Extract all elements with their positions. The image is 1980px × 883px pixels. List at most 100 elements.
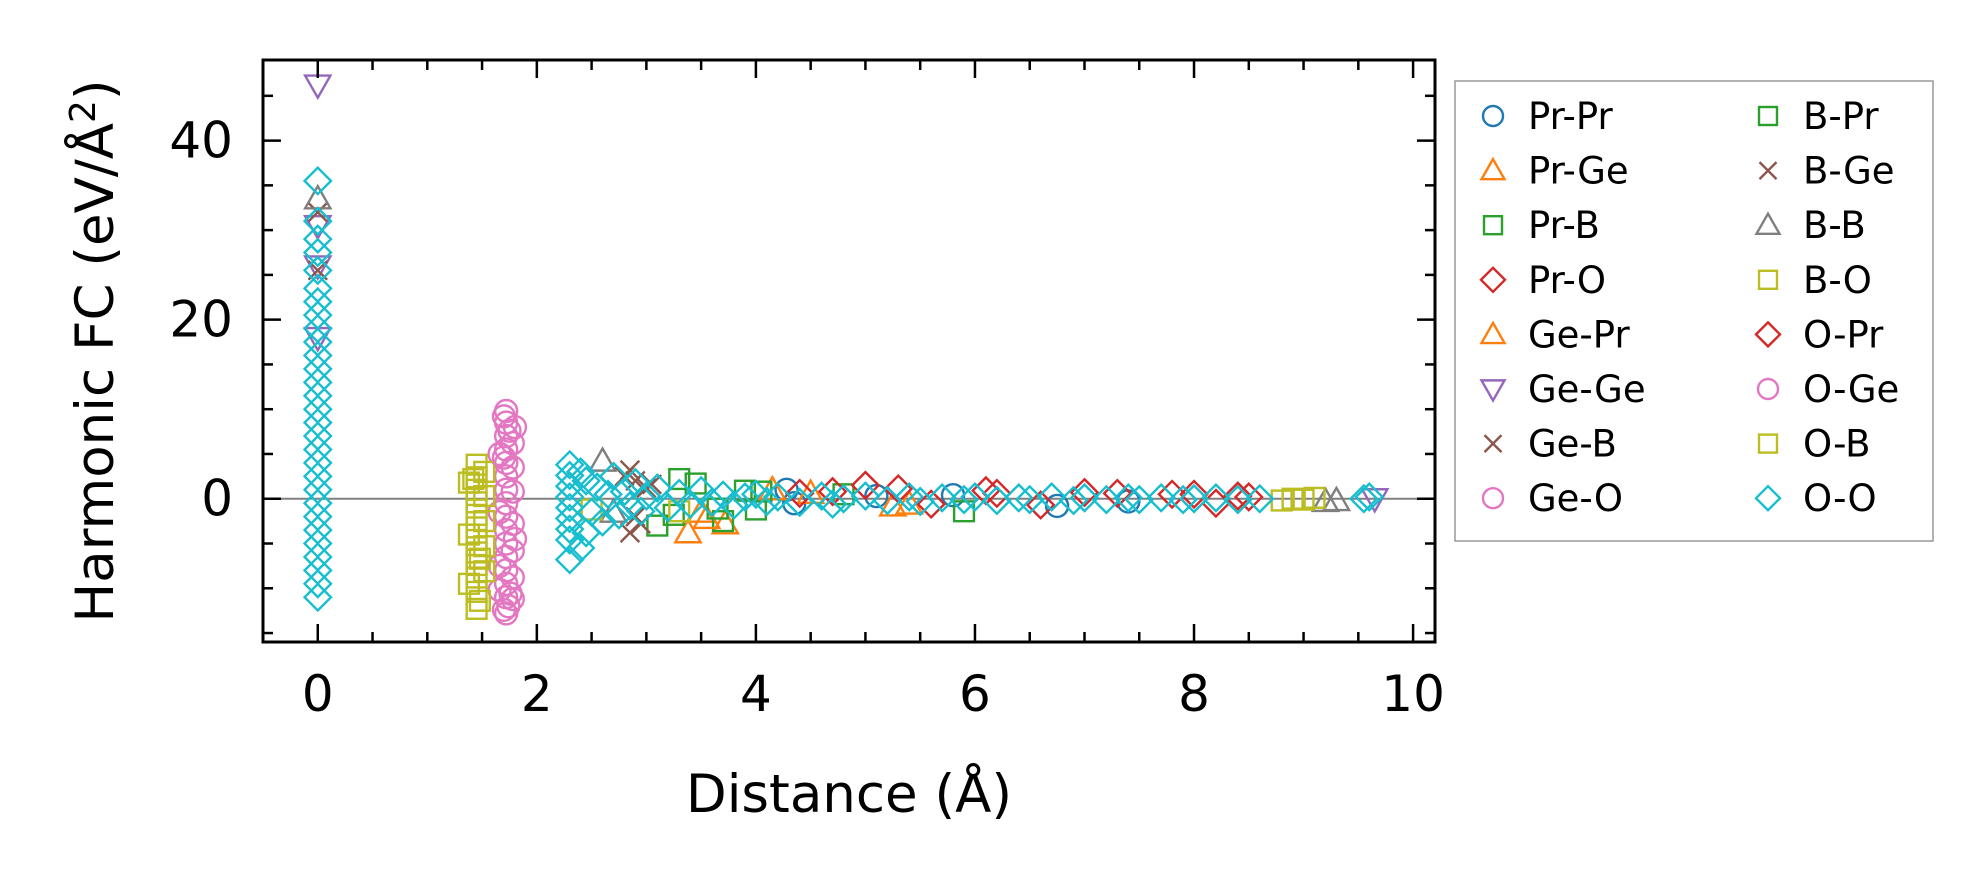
legend-marker [1756, 377, 1780, 401]
data-point [668, 467, 691, 491]
legend-item: B-Pr [1757, 95, 1879, 138]
x-axis-label: Distance (Å) [686, 761, 1012, 825]
data-point [620, 467, 651, 498]
y-axis-label-close: ) [65, 79, 126, 100]
data-point [711, 510, 735, 533]
data-point [1036, 482, 1067, 512]
legend-item: Pr-B [1482, 204, 1600, 247]
legend-label: Pr-Ge [1528, 150, 1629, 193]
data-point [302, 568, 333, 599]
data-point [302, 206, 333, 237]
data-point [302, 237, 333, 268]
data-point [307, 202, 328, 223]
data-point [302, 255, 333, 286]
x-tick-label: 2 [521, 665, 553, 723]
data-point [473, 535, 496, 558]
legend-item: O-B [1757, 423, 1871, 466]
legend-label: B-B [1803, 204, 1866, 247]
data-point [302, 582, 333, 613]
data-point [587, 507, 618, 537]
data-point [554, 482, 585, 512]
series-o-o [302, 165, 1385, 613]
data-point [587, 446, 618, 472]
data-point [1348, 483, 1379, 514]
legend-item: B-Ge [1758, 150, 1895, 193]
legend-label: Pr-O [1528, 259, 1606, 302]
legend-item: Ge-B [1483, 423, 1617, 466]
x-tick-label: 4 [740, 665, 772, 723]
data-point [1354, 482, 1385, 512]
data-point [554, 514, 585, 545]
data-point [1003, 482, 1034, 513]
legend-item: Ge-O [1481, 477, 1623, 520]
data-point [878, 490, 908, 517]
legend-item: Ge-Ge [1479, 368, 1646, 411]
legend-item: O-Pr [1754, 313, 1884, 356]
legend-label: Pr-Pr [1528, 95, 1614, 138]
data-point [468, 547, 491, 570]
data-point [850, 481, 881, 511]
data-point [468, 589, 491, 612]
plot-frame [261, 58, 1437, 644]
data-point [636, 477, 657, 499]
legend-item: B-O [1757, 259, 1872, 302]
y-axis-label-main: Harmonic FC (eV/Å [62, 123, 126, 623]
y-tick-label: 20 [169, 291, 233, 349]
data-point [784, 487, 815, 518]
legend-marker [1479, 156, 1507, 181]
data-point [554, 503, 585, 534]
data-point [554, 492, 585, 523]
data-point [496, 593, 521, 619]
data-point [491, 404, 517, 429]
legend-label: O-B [1803, 423, 1871, 466]
legend-marker [1479, 320, 1507, 345]
data-point [730, 482, 760, 512]
data-point [473, 510, 496, 533]
legend-marker [1479, 266, 1507, 294]
legend-label: Ge-B [1528, 423, 1617, 466]
legend-label: Ge-Ge [1528, 368, 1646, 411]
data-point [631, 481, 662, 511]
legend-marker [1483, 434, 1503, 453]
data-point [751, 486, 782, 517]
data-point [302, 224, 333, 254]
x-tick-label: 10 [1381, 665, 1445, 723]
tick-labels: 0 2 4 6 8 10 0 20 40 [169, 112, 1445, 723]
legend-label: Ge-Pr [1528, 313, 1630, 356]
data-point [1091, 484, 1122, 515]
data-point [1201, 482, 1231, 513]
data-point [473, 560, 496, 583]
legend-item: O-Ge [1756, 368, 1899, 411]
legend-item: Ge-Pr [1479, 313, 1630, 356]
legend-label: O-O [1803, 477, 1877, 520]
data-point [497, 418, 522, 443]
data-point [697, 487, 727, 518]
data-point [691, 503, 722, 530]
legend-marker [1481, 487, 1505, 510]
x-tick-label: 8 [1178, 665, 1210, 723]
data-point [491, 445, 517, 470]
data-point [916, 489, 947, 520]
data-point [1321, 485, 1352, 512]
x-tick-label: 0 [302, 665, 334, 723]
legend-item: Pr-Ge [1479, 150, 1629, 193]
data-point [762, 482, 793, 512]
data-point [609, 476, 640, 507]
legend-marker [1754, 211, 1782, 236]
legend-marker [1479, 379, 1507, 403]
legend-item: Pr-Pr [1481, 95, 1614, 138]
data-point [1179, 483, 1209, 514]
data-point [784, 478, 815, 509]
y-axis-label: Harmonic FC (eV/Å2) [62, 79, 126, 622]
data-point [457, 471, 481, 494]
data-point [1124, 484, 1155, 515]
data-point [593, 479, 623, 510]
data-point [302, 165, 333, 196]
data-point [675, 489, 706, 520]
legend-item: Pr-O [1479, 259, 1606, 302]
y-tick-label: 0 [201, 470, 233, 528]
data-point [952, 500, 976, 523]
data-point [500, 479, 525, 504]
data-point [1025, 490, 1056, 520]
legend-marker [1754, 484, 1782, 512]
